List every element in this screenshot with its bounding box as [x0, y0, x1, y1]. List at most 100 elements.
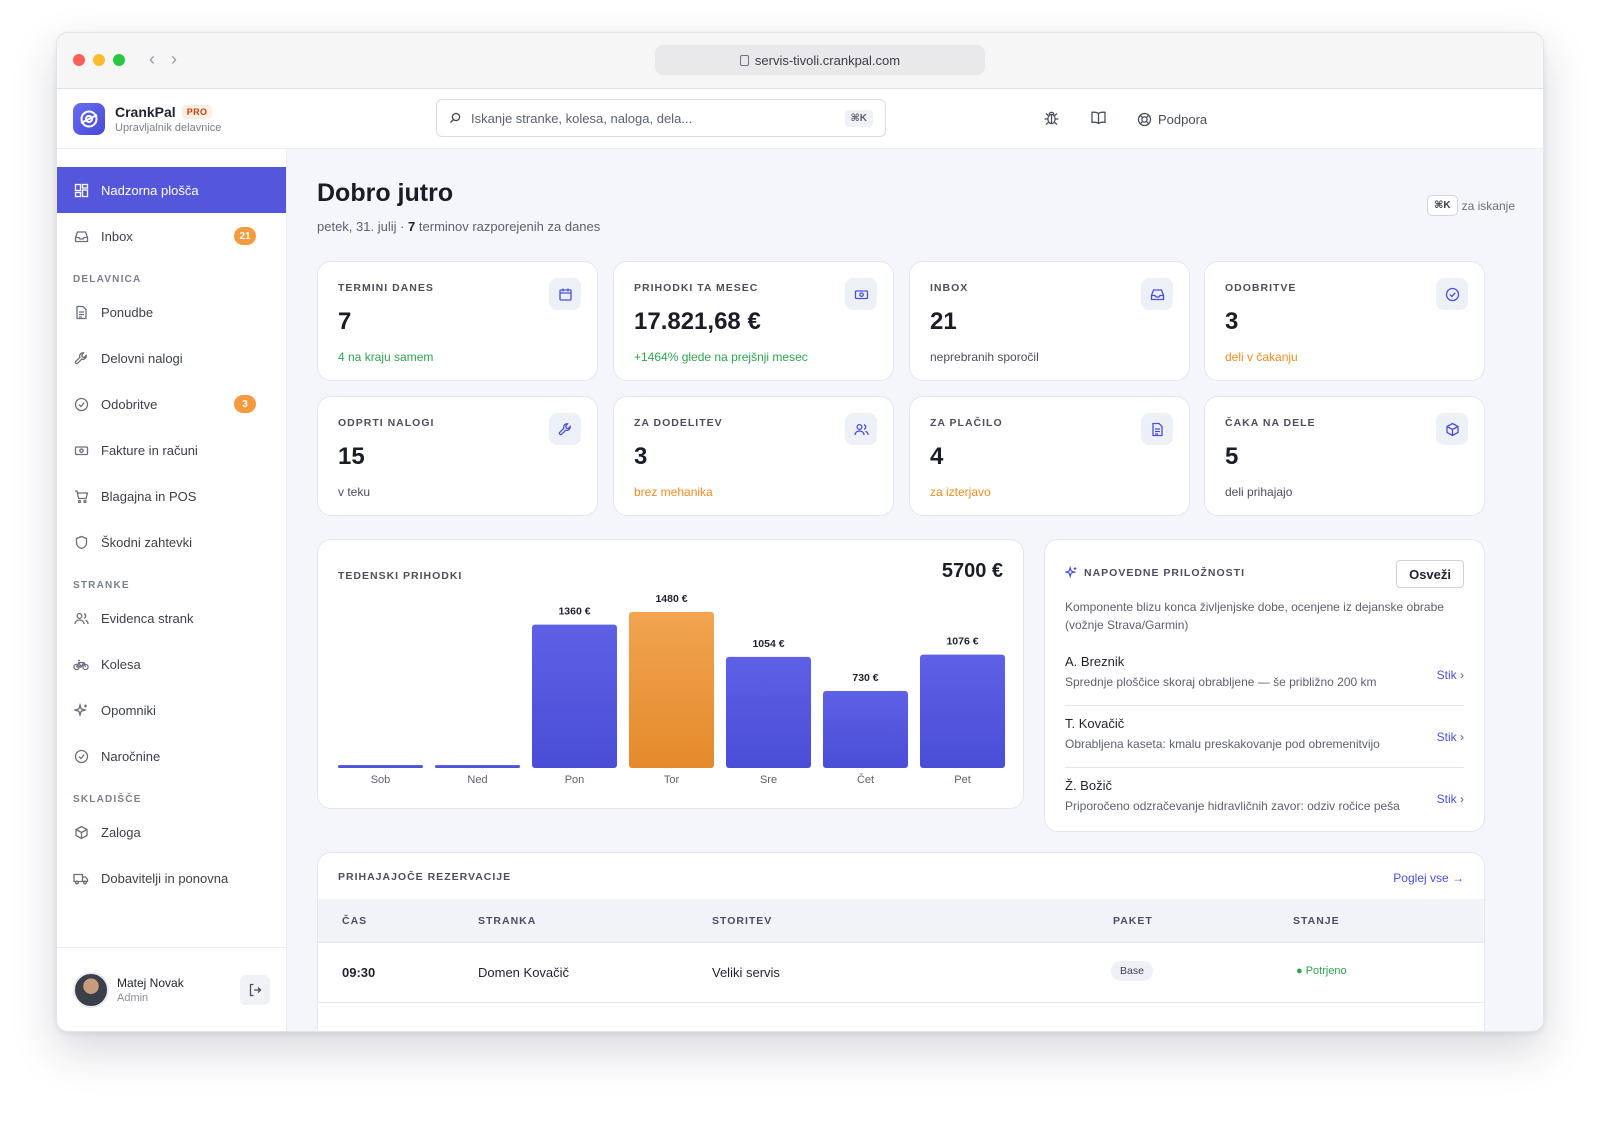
view-all-link[interactable]: Poglej vse →: [1393, 871, 1464, 885]
inbox-icon: [73, 228, 89, 244]
wrench-icon: [549, 413, 581, 445]
stat-card-revenue-month[interactable]: PRIHODKI TA MESEC 17.821,68 € +1464% gle…: [613, 261, 894, 381]
appointment-suffix: terminov razporejenih za danes: [415, 219, 601, 234]
table-row[interactable]: 09:30 Domen Kovačič Veliki servis Base ●…: [318, 943, 1484, 1003]
bar-pon[interactable]: [532, 624, 617, 768]
search-shortcut: ⌘K: [844, 109, 873, 127]
sidebar-item-label: Naročnine: [101, 748, 161, 764]
sidebar-item-stock[interactable]: Zaloga: [57, 809, 286, 855]
stat-value: 3: [1225, 308, 1239, 335]
sidebar-item-label: Zaloga: [101, 824, 141, 840]
opportunity-detail: Sprednje ploščice skoraj obrabljene — še…: [1065, 675, 1377, 689]
brand-subtitle: Upravljalnik delavnice: [115, 122, 222, 134]
sidebar-item-dashboard[interactable]: Nadzorna plošča: [57, 167, 286, 213]
column-header-service[interactable]: STORITEV: [712, 915, 773, 927]
sparkle-icon: [73, 702, 89, 718]
sidebar-item-reminders[interactable]: Opomniki: [57, 687, 286, 733]
brand[interactable]: CrankPal PRO Upravljalnik delavnice: [73, 103, 221, 135]
sidebar-item-label: Odobritve: [101, 396, 158, 412]
stat-card-waiting-parts[interactable]: ČAKA NA DELE 5 deli prihajajo: [1204, 396, 1485, 516]
column-header-customer[interactable]: STRANKA: [478, 915, 537, 927]
maximize-window-button[interactable]: [113, 54, 125, 66]
bar-value-label: 1480 €: [655, 593, 687, 605]
support-link[interactable]: Podpora: [1137, 112, 1207, 127]
bar-sob[interactable]: [338, 765, 423, 768]
reservation-customer: Domen Kovačič: [478, 965, 570, 980]
stat-note: 4 na kraju samem: [338, 350, 434, 364]
appointment-count: 7: [408, 219, 416, 234]
contact-link[interactable]: Stik ›: [1436, 668, 1464, 682]
weekly-total: 5700 €: [941, 560, 1003, 582]
sidebar-item-approvals[interactable]: Odobritve 3: [57, 381, 286, 427]
users-icon: [845, 413, 877, 445]
refresh-button[interactable]: Osveži: [1396, 560, 1464, 588]
stat-card-to-pay[interactable]: ZA PLAČILO 4 za izterjavo: [909, 396, 1190, 516]
search-input[interactable]: Iskanje stranke, kolesa, naloga, dela...…: [436, 99, 886, 137]
stat-note: za izterjavo: [930, 485, 991, 499]
weekly-revenue-card: TEDENSKI PRIHODKI 5700 € Sob Ned 1360 € Pon…: [317, 539, 1024, 809]
sidebar-item-subscriptions[interactable]: Naročnine: [57, 733, 286, 779]
sidebar-item-pos[interactable]: Blagajna in POS: [57, 473, 286, 519]
stat-card-approvals[interactable]: ODOBRITVE 3 deli v čakanju: [1204, 261, 1485, 381]
window-controls: [73, 54, 125, 66]
stat-note: deli prihajajo: [1225, 485, 1293, 499]
stat-card-appointments-today[interactable]: TERMINI DANES 7 4 na kraju samem: [317, 261, 598, 381]
minimize-window-button[interactable]: [93, 54, 105, 66]
lifebuoy-icon: [1137, 112, 1152, 126]
sidebar-item-bikes[interactable]: Kolesa: [57, 641, 286, 687]
back-arrow-icon[interactable]: ‹: [149, 49, 155, 69]
avatar[interactable]: [73, 971, 109, 1008]
bar-ned[interactable]: [435, 765, 520, 768]
user-profile: Matej Novak Admin: [57, 947, 286, 1031]
bug-icon[interactable]: [1043, 109, 1060, 129]
stat-note: v teku: [338, 485, 371, 499]
bar-čet[interactable]: [823, 691, 908, 768]
weekly-revenue-chart: Sob Ned 1360 € Pon 1480 € Tor 1054 € Sre 730 € Če…: [338, 593, 1005, 786]
sidebar-item-invoices[interactable]: Fakture in računi: [57, 427, 286, 473]
dashboard-icon: [73, 182, 89, 198]
contact-link[interactable]: Stik ›: [1436, 792, 1464, 806]
status-badge: ● Potrjeno: [1296, 965, 1347, 977]
sidebar-item-label: Opomniki: [101, 702, 156, 718]
column-header-status[interactable]: STANJE: [1293, 915, 1340, 927]
column-header-time[interactable]: ČAS: [342, 915, 368, 927]
sidebar-item-inbox[interactable]: Inbox 21: [57, 213, 286, 259]
stat-card-open-orders[interactable]: ODPRTI NALOGI 15 v teku: [317, 396, 598, 516]
check-circle-icon: [73, 748, 89, 764]
sidebar-item-work-orders[interactable]: Delovni nalogi: [57, 335, 286, 381]
document-icon: [73, 304, 89, 320]
bar-tor[interactable]: [629, 612, 714, 768]
search-placeholder: Iskanje stranke, kolesa, naloga, dela...: [471, 110, 693, 126]
pro-badge: PRO: [181, 105, 213, 119]
inbox-count-badge: 21: [234, 227, 256, 245]
stat-label: PRIHODKI TA MESEC: [634, 282, 759, 294]
close-window-button[interactable]: [73, 54, 85, 66]
stat-value: 3: [634, 443, 648, 470]
sidebar-item-claims[interactable]: Škodni zahtevki: [57, 519, 286, 565]
crankpal-logo-icon: [73, 103, 105, 135]
opportunity-item: T. Kovačič Obrabljena kaseta: kmalu pres…: [1065, 706, 1464, 768]
cart-icon: [73, 488, 89, 504]
sidebar-item-label: Delovni nalogi: [101, 350, 183, 366]
sidebar-item-customer-records[interactable]: Evidenca strank: [57, 595, 286, 641]
bar-sre[interactable]: [726, 656, 811, 768]
sidebar-item-suppliers[interactable]: Dobavitelji in ponovna: [57, 855, 286, 901]
inbox-icon: [1141, 278, 1173, 310]
page-subtitle: petek, 31. julij · 7 terminov razporejen…: [317, 219, 600, 234]
forward-arrow-icon[interactable]: ›: [171, 49, 177, 69]
x-tick-label: Čet: [857, 773, 874, 786]
opportunity-customer: A. Breznik: [1065, 654, 1125, 669]
bar-pet[interactable]: [920, 654, 1005, 768]
stat-card-to-assign[interactable]: ZA DODELITEV 3 brez mehanika: [613, 396, 894, 516]
bar-value-label: 1360 €: [558, 606, 590, 618]
sidebar-item-quotes[interactable]: Ponudbe: [57, 289, 286, 335]
stat-value: 4: [930, 443, 944, 470]
docs-book-icon[interactable]: [1090, 109, 1107, 129]
stat-card-inbox[interactable]: INBOX 21 neprebranih sporočil: [909, 261, 1190, 381]
column-header-package[interactable]: PAKET: [1113, 915, 1153, 927]
x-tick-label: Sre: [760, 774, 777, 786]
x-tick-label: Tor: [664, 774, 680, 786]
logout-button[interactable]: [240, 974, 270, 1005]
url-bar[interactable]: servis-tivoli.crankpal.com: [655, 45, 985, 75]
contact-link[interactable]: Stik ›: [1436, 730, 1464, 744]
